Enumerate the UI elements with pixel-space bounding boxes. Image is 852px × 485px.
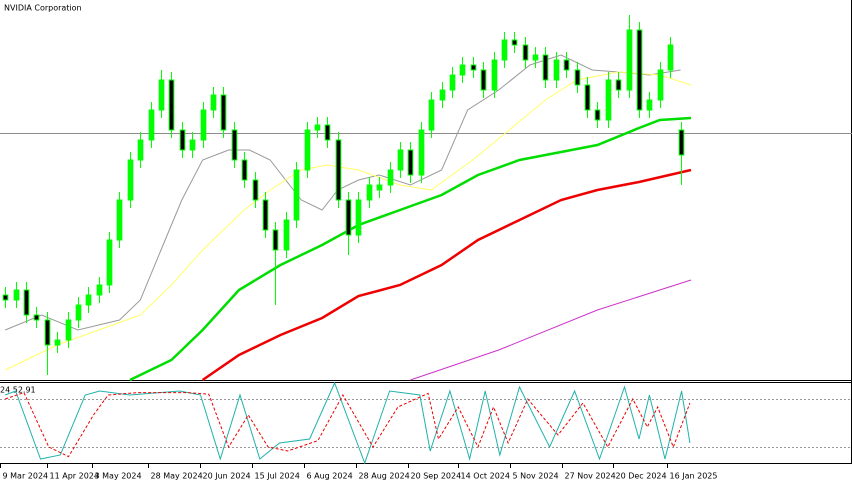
x-tick-label: 14 Oct 2024 xyxy=(461,472,510,481)
candle-body xyxy=(189,139,196,151)
stochastic-line xyxy=(5,391,691,458)
candle-body xyxy=(106,239,113,286)
candle-body xyxy=(428,99,435,131)
candle-body xyxy=(397,149,404,171)
x-tick-label: 15 Jul 2024 xyxy=(255,472,300,481)
candle-body xyxy=(480,69,487,91)
candle-body xyxy=(231,129,238,161)
moving-average xyxy=(5,54,681,331)
candle-body xyxy=(615,79,622,91)
candle-body xyxy=(65,319,72,341)
chart-title: NVIDIA Corporation xyxy=(4,4,82,13)
candle-body xyxy=(678,129,685,156)
candle-body xyxy=(667,44,674,71)
candle-body xyxy=(179,129,186,151)
x-tick-label: 28 May 2024 xyxy=(151,472,203,481)
candle-body xyxy=(75,304,82,321)
candle-body xyxy=(532,54,539,61)
candle-body xyxy=(23,289,30,316)
moving-average xyxy=(129,116,692,382)
x-tick-label: 5 Nov 2024 xyxy=(513,472,559,481)
candle-body xyxy=(283,219,290,251)
candle-body xyxy=(553,59,560,81)
candle-body xyxy=(293,169,300,221)
x-tick-label: 9 Mar 2024 xyxy=(3,472,49,481)
candle-body xyxy=(158,79,165,111)
x-tick-label: 6 Aug 2024 xyxy=(307,472,353,481)
x-tick-label: 27 Nov 2024 xyxy=(565,472,616,481)
candle-body xyxy=(636,29,643,111)
candle-body xyxy=(210,94,217,111)
candle-body xyxy=(85,294,92,306)
candle-body xyxy=(324,124,331,141)
candle-body xyxy=(200,109,207,141)
candle-body xyxy=(54,339,61,346)
candle-body xyxy=(127,159,134,201)
candle-body xyxy=(407,149,414,176)
candle-body xyxy=(470,64,477,71)
x-tick-label: 28 Aug 2024 xyxy=(359,472,410,481)
moving-average xyxy=(4,71,692,371)
candle-body xyxy=(148,109,155,141)
candle-body xyxy=(376,184,383,191)
x-tick-label: 20 Jun 2024 xyxy=(203,472,251,481)
candle-body xyxy=(522,44,529,61)
candle-body xyxy=(116,199,123,241)
candle-body xyxy=(387,169,394,186)
candle-body xyxy=(491,59,498,91)
candle-body xyxy=(314,124,321,131)
candle-body xyxy=(657,69,664,101)
candle-body xyxy=(44,319,51,346)
candle-body xyxy=(459,64,466,76)
candle-body xyxy=(137,139,144,161)
candle-body xyxy=(13,289,20,301)
candle-body xyxy=(262,199,269,231)
candle-body xyxy=(594,109,601,121)
candle-body xyxy=(439,89,446,101)
candle-body xyxy=(33,314,40,321)
stochastic-line xyxy=(5,381,691,465)
candle-body xyxy=(542,54,549,81)
candle-body xyxy=(449,74,456,91)
candle-body xyxy=(574,69,581,86)
x-tick-label: 3 May 2024 xyxy=(95,472,142,481)
candle-body xyxy=(646,99,653,111)
candle-body xyxy=(366,184,373,201)
candle-body xyxy=(168,79,175,131)
candle-body xyxy=(563,59,570,71)
candle-body xyxy=(304,129,311,171)
candle-body xyxy=(241,159,248,181)
candle-body xyxy=(220,94,227,131)
candle-body xyxy=(626,29,633,91)
x-tick-label: 20 Sep 2024 xyxy=(411,472,462,481)
x-tick-label: 20 Dec 2024 xyxy=(616,472,667,481)
candle-body xyxy=(252,179,259,201)
indicator-label: 24 52.91 xyxy=(0,386,36,395)
candle-body xyxy=(272,229,279,251)
candle-body xyxy=(501,39,508,61)
candle-body xyxy=(2,294,9,301)
candle-body xyxy=(418,129,425,176)
candle-body xyxy=(345,199,352,236)
x-tick-label: 16 Jan 2025 xyxy=(670,472,718,481)
candle-body xyxy=(335,139,342,201)
candle-body xyxy=(605,79,612,121)
moving-average xyxy=(201,168,692,382)
moving-average xyxy=(410,279,692,381)
candle-body xyxy=(96,284,103,296)
candle-body xyxy=(355,199,362,236)
candle-body xyxy=(511,39,518,46)
candle-body xyxy=(584,84,591,111)
x-tick-label: 11 Apr 2024 xyxy=(50,472,99,481)
